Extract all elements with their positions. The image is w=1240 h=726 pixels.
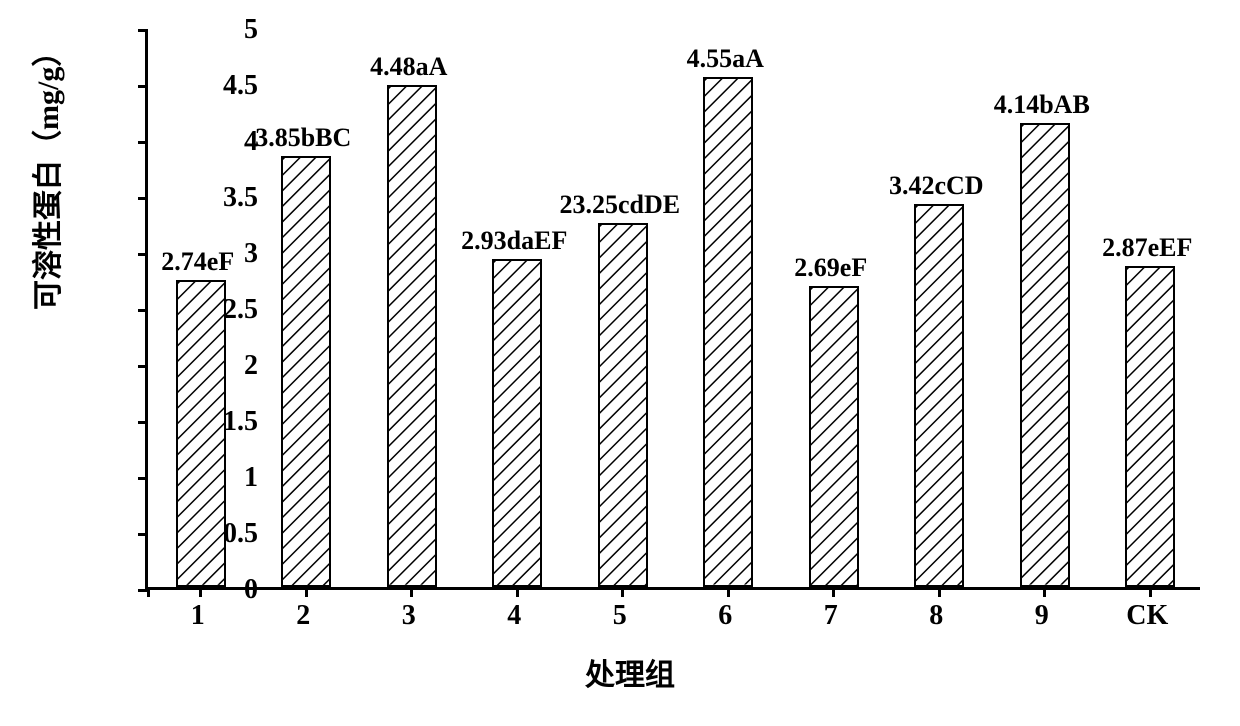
x-axis-label: 处理组 bbox=[585, 650, 675, 694]
x-tick-label: 4 bbox=[507, 600, 521, 632]
bar-value-label: 4.55aA bbox=[687, 44, 764, 74]
y-tick-label: 2 bbox=[178, 350, 258, 382]
x-tick bbox=[516, 587, 519, 597]
x-tick bbox=[832, 587, 835, 597]
x-tick-label: 9 bbox=[1035, 600, 1049, 632]
y-tick bbox=[138, 141, 148, 144]
y-tick-label: 5 bbox=[178, 14, 258, 46]
bar-value-label: 2.93daEF bbox=[461, 226, 567, 256]
bar-value-label: 2.69eF bbox=[794, 253, 867, 283]
x-tick bbox=[147, 587, 150, 597]
y-tick bbox=[138, 85, 148, 88]
y-tick-label: 4 bbox=[178, 126, 258, 158]
bar bbox=[492, 259, 542, 587]
x-tick bbox=[621, 587, 624, 597]
bar bbox=[387, 85, 437, 587]
y-tick-label: 2.5 bbox=[178, 294, 258, 326]
bar bbox=[598, 223, 648, 587]
x-tick bbox=[410, 587, 413, 597]
y-tick bbox=[138, 309, 148, 312]
y-tick bbox=[138, 253, 148, 256]
x-tick-label: 3 bbox=[402, 600, 416, 632]
x-tick-label: CK bbox=[1126, 600, 1168, 632]
x-tick-label: 8 bbox=[929, 600, 943, 632]
x-tick-label: 6 bbox=[718, 600, 732, 632]
bar bbox=[914, 204, 964, 587]
bar-value-label: 2.87eEF bbox=[1102, 233, 1192, 263]
y-tick bbox=[138, 29, 148, 32]
x-tick-label: 5 bbox=[613, 600, 627, 632]
bar-value-label: 4.48aA bbox=[370, 52, 447, 82]
bar-value-label: 4.14bAB bbox=[994, 90, 1090, 120]
y-tick bbox=[138, 365, 148, 368]
y-tick bbox=[138, 197, 148, 200]
y-tick-label: 1 bbox=[178, 462, 258, 494]
y-tick-label: 0.5 bbox=[178, 518, 258, 550]
x-tick-label: 1 bbox=[191, 600, 205, 632]
bar bbox=[1020, 123, 1070, 587]
y-tick bbox=[138, 477, 148, 480]
bar bbox=[281, 156, 331, 587]
x-tick-label: 7 bbox=[824, 600, 838, 632]
y-tick bbox=[138, 533, 148, 536]
x-tick bbox=[305, 587, 308, 597]
bar bbox=[703, 77, 753, 587]
bar-value-label: 2.74eF bbox=[161, 247, 234, 277]
x-tick bbox=[1149, 587, 1152, 597]
bar-value-label: 3.85bBC bbox=[255, 123, 351, 153]
x-tick-label: 2 bbox=[296, 600, 310, 632]
bar bbox=[809, 286, 859, 587]
y-tick-label: 4.5 bbox=[178, 70, 258, 102]
y-tick-label: 3.5 bbox=[178, 182, 258, 214]
x-tick bbox=[1043, 587, 1046, 597]
y-tick bbox=[138, 421, 148, 424]
chart-container: 可溶性蛋白（mg/g） 处理组 00.511.522.533.544.552.7… bbox=[40, 10, 1220, 710]
bar-value-label: 23.25cdDE bbox=[559, 190, 680, 220]
y-tick-label: 1.5 bbox=[178, 406, 258, 438]
y-axis-label: 可溶性蛋白（mg/g） bbox=[23, 37, 67, 310]
bar-value-label: 3.42cCD bbox=[889, 171, 984, 201]
x-tick bbox=[727, 587, 730, 597]
x-tick bbox=[938, 587, 941, 597]
bar bbox=[1125, 266, 1175, 587]
